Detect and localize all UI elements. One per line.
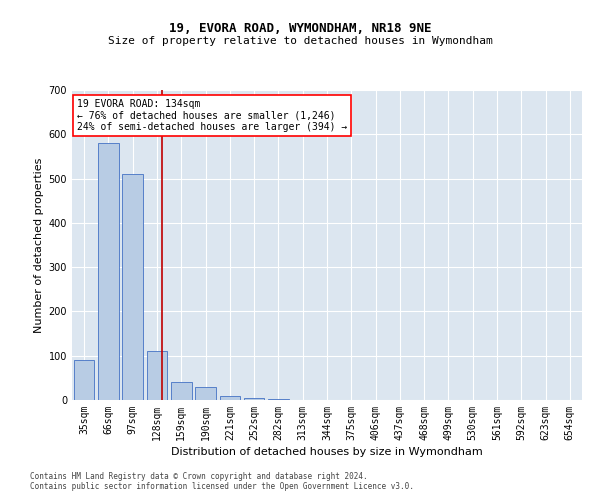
Text: Contains HM Land Registry data © Crown copyright and database right 2024.: Contains HM Land Registry data © Crown c…: [30, 472, 368, 481]
Y-axis label: Number of detached properties: Number of detached properties: [34, 158, 44, 332]
X-axis label: Distribution of detached houses by size in Wymondham: Distribution of detached houses by size …: [171, 447, 483, 457]
Bar: [171, 382, 191, 400]
Bar: [220, 396, 240, 400]
Text: 19 EVORA ROAD: 134sqm
← 76% of detached houses are smaller (1,246)
24% of semi-d: 19 EVORA ROAD: 134sqm ← 76% of detached …: [77, 100, 347, 132]
Text: Size of property relative to detached houses in Wymondham: Size of property relative to detached ho…: [107, 36, 493, 46]
Bar: [146, 352, 167, 400]
Text: 19, EVORA ROAD, WYMONDHAM, NR18 9NE: 19, EVORA ROAD, WYMONDHAM, NR18 9NE: [169, 22, 431, 36]
Bar: [244, 398, 265, 400]
Bar: [195, 386, 216, 400]
Bar: [268, 398, 289, 400]
Bar: [122, 174, 143, 400]
Bar: [98, 143, 119, 400]
Text: Contains public sector information licensed under the Open Government Licence v3: Contains public sector information licen…: [30, 482, 414, 491]
Bar: [74, 360, 94, 400]
